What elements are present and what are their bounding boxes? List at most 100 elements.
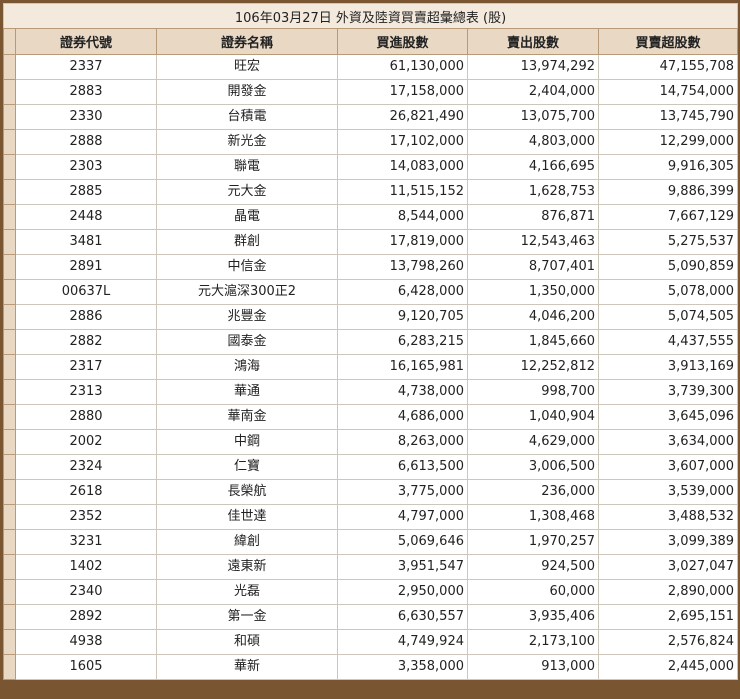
sell-shares-cell: 236,000 bbox=[467, 479, 599, 505]
stock-code-cell[interactable]: 2880 bbox=[15, 404, 157, 430]
stock-name-cell[interactable]: 元大金 bbox=[156, 179, 338, 205]
sell-shares-cell: 1,350,000 bbox=[467, 279, 599, 305]
stock-name-cell[interactable]: 國泰金 bbox=[156, 329, 338, 355]
net-shares-cell: 3,645,096 bbox=[597, 404, 739, 430]
stock-name-cell[interactable]: 和碩 bbox=[156, 629, 338, 655]
stock-code-cell[interactable]: 2618 bbox=[15, 479, 157, 505]
stock-code-cell[interactable]: 2892 bbox=[15, 604, 157, 630]
buy-shares-cell: 4,686,000 bbox=[337, 404, 468, 430]
stock-name-cell[interactable]: 華通 bbox=[156, 379, 338, 405]
stock-code-cell[interactable]: 3481 bbox=[15, 229, 157, 255]
sell-shares-cell: 1,308,468 bbox=[467, 504, 599, 530]
stock-name-cell[interactable]: 長榮航 bbox=[156, 479, 338, 505]
stock-code-cell[interactable]: 2891 bbox=[15, 254, 157, 280]
row-gutter bbox=[3, 604, 16, 630]
stock-name-cell[interactable]: 群創 bbox=[156, 229, 338, 255]
table-title-row: 106年03月27日 外資及陸資買賣超彙總表 (股) bbox=[2, 3, 739, 29]
stock-name-cell[interactable]: 遠東新 bbox=[156, 554, 338, 580]
stock-name-cell[interactable]: 華新 bbox=[156, 654, 338, 680]
row-gutter bbox=[3, 354, 16, 380]
buy-shares-cell: 8,263,000 bbox=[337, 429, 468, 455]
stock-name-cell[interactable]: 新光金 bbox=[156, 129, 338, 155]
stock-code-cell[interactable]: 1402 bbox=[15, 554, 157, 580]
sell-shares-cell: 4,629,000 bbox=[467, 429, 599, 455]
stock-name-cell[interactable]: 台積電 bbox=[156, 104, 338, 130]
header-sell-shares[interactable]: 賣出股數 bbox=[467, 28, 599, 55]
stock-code-cell[interactable]: 00637L bbox=[15, 279, 157, 305]
row-gutter bbox=[3, 204, 16, 230]
stock-code-cell[interactable]: 2002 bbox=[15, 429, 157, 455]
stock-name-cell[interactable]: 開發金 bbox=[156, 79, 338, 105]
buy-shares-cell: 61,130,000 bbox=[337, 54, 468, 80]
net-shares-cell: 9,916,305 bbox=[597, 154, 739, 180]
stock-code-cell[interactable]: 2882 bbox=[15, 329, 157, 355]
table-body: 2337 旺宏 61,130,000 13,974,292 47,155,708 2883… bbox=[3, 54, 739, 680]
stock-name-cell[interactable]: 中鋼 bbox=[156, 429, 338, 455]
header-stock-name[interactable]: 證券名稱 bbox=[156, 28, 338, 55]
stock-name-cell[interactable]: 聯電 bbox=[156, 154, 338, 180]
sell-shares-cell: 60,000 bbox=[467, 579, 599, 605]
stock-name-cell[interactable]: 光磊 bbox=[156, 579, 338, 605]
header-buy-shares[interactable]: 買進股數 bbox=[337, 28, 468, 55]
stock-code-cell[interactable]: 2883 bbox=[15, 79, 157, 105]
stock-name-cell[interactable]: 華南金 bbox=[156, 404, 338, 430]
sell-shares-cell: 8,707,401 bbox=[467, 254, 599, 280]
row-gutter bbox=[3, 404, 16, 430]
stock-code-cell[interactable]: 2330 bbox=[15, 104, 157, 130]
stock-code-cell[interactable]: 2303 bbox=[15, 154, 157, 180]
stock-code-cell[interactable]: 3231 bbox=[15, 529, 157, 555]
stock-code-cell[interactable]: 2448 bbox=[15, 204, 157, 230]
buy-shares-cell: 9,120,705 bbox=[337, 304, 468, 330]
stock-code-cell[interactable]: 2885 bbox=[15, 179, 157, 205]
stock-name-cell[interactable]: 晶電 bbox=[156, 204, 338, 230]
table-row: 2337 旺宏 61,130,000 13,974,292 47,155,708 bbox=[3, 54, 739, 80]
stock-name-cell[interactable]: 仁寶 bbox=[156, 454, 338, 480]
table-row: 3231 緯創 5,069,646 1,970,257 3,099,389 bbox=[3, 529, 739, 555]
row-gutter bbox=[3, 79, 16, 105]
buy-shares-cell: 17,158,000 bbox=[337, 79, 468, 105]
table-row: 2880 華南金 4,686,000 1,040,904 3,645,096 bbox=[3, 404, 739, 430]
stock-code-cell[interactable]: 2324 bbox=[15, 454, 157, 480]
buy-shares-cell: 3,951,547 bbox=[337, 554, 468, 580]
stock-name-cell[interactable]: 中信金 bbox=[156, 254, 338, 280]
stock-code-cell[interactable]: 1605 bbox=[15, 654, 157, 680]
stock-code-cell[interactable]: 2313 bbox=[15, 379, 157, 405]
stock-name-cell[interactable]: 緯創 bbox=[156, 529, 338, 555]
stock-code-cell[interactable]: 2317 bbox=[15, 354, 157, 380]
net-shares-cell: 3,634,000 bbox=[597, 429, 739, 455]
stock-code-cell[interactable]: 2886 bbox=[15, 304, 157, 330]
header-net-shares[interactable]: 買賣超股數 bbox=[597, 28, 739, 55]
row-gutter bbox=[3, 429, 16, 455]
stock-name-cell[interactable]: 鴻海 bbox=[156, 354, 338, 380]
row-gutter bbox=[3, 329, 16, 355]
table-row: 4938 和碩 4,749,924 2,173,100 2,576,824 bbox=[3, 629, 739, 655]
row-gutter bbox=[3, 129, 16, 155]
stock-name-cell[interactable]: 元大滬深300正2 bbox=[156, 279, 338, 305]
net-shares-cell: 5,078,000 bbox=[597, 279, 739, 305]
stock-name-cell[interactable]: 旺宏 bbox=[156, 54, 338, 80]
stock-name-cell[interactable]: 兆豐金 bbox=[156, 304, 338, 330]
header-stock-code[interactable]: 證券代號 bbox=[15, 28, 157, 55]
net-shares-cell: 3,607,000 bbox=[597, 454, 739, 480]
sell-shares-cell: 876,871 bbox=[467, 204, 599, 230]
buy-shares-cell: 6,613,500 bbox=[337, 454, 468, 480]
stock-code-cell[interactable]: 2340 bbox=[15, 579, 157, 605]
row-gutter bbox=[3, 454, 16, 480]
stock-name-cell[interactable]: 佳世達 bbox=[156, 504, 338, 530]
buy-shares-cell: 16,165,981 bbox=[337, 354, 468, 380]
buy-shares-cell: 3,775,000 bbox=[337, 479, 468, 505]
sell-shares-cell: 1,970,257 bbox=[467, 529, 599, 555]
stock-code-cell[interactable]: 4938 bbox=[15, 629, 157, 655]
buy-shares-cell: 3,358,000 bbox=[337, 654, 468, 680]
table-row: 2888 新光金 17,102,000 4,803,000 12,299,000 bbox=[3, 129, 739, 155]
stock-code-cell[interactable]: 2352 bbox=[15, 504, 157, 530]
stock-code-cell[interactable]: 2337 bbox=[15, 54, 157, 80]
net-shares-cell: 4,437,555 bbox=[597, 329, 739, 355]
table-title: 106年03月27日 外資及陸資買賣超彙總表 (股) bbox=[2, 3, 739, 29]
sell-shares-cell: 2,173,100 bbox=[467, 629, 599, 655]
sell-shares-cell: 4,046,200 bbox=[467, 304, 599, 330]
stock-code-cell[interactable]: 2888 bbox=[15, 129, 157, 155]
stock-name-cell[interactable]: 第一金 bbox=[156, 604, 338, 630]
buy-shares-cell: 17,102,000 bbox=[337, 129, 468, 155]
sell-shares-cell: 1,845,660 bbox=[467, 329, 599, 355]
